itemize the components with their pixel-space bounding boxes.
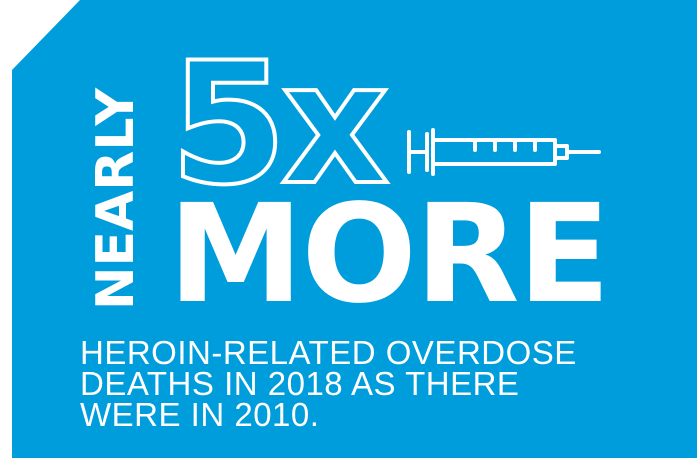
caption-text: HEROIN-RELATED OVERDOSE DEATHS IN 2018 A… bbox=[80, 334, 577, 433]
more-headline: MORE bbox=[168, 176, 611, 334]
nearly-label: NEARLY bbox=[86, 87, 146, 310]
caption-line-3: WERE IN 2010. bbox=[80, 396, 320, 433]
caption-line-2: DEATHS IN 2018 AS THERE bbox=[80, 365, 520, 402]
caption-line-1: HEROIN-RELATED OVERDOSE bbox=[80, 334, 577, 371]
syringe-icon bbox=[407, 128, 601, 176]
multiplier-value: 5x bbox=[170, 48, 387, 198]
multiplier-outline-text: 5x bbox=[168, 48, 395, 198]
